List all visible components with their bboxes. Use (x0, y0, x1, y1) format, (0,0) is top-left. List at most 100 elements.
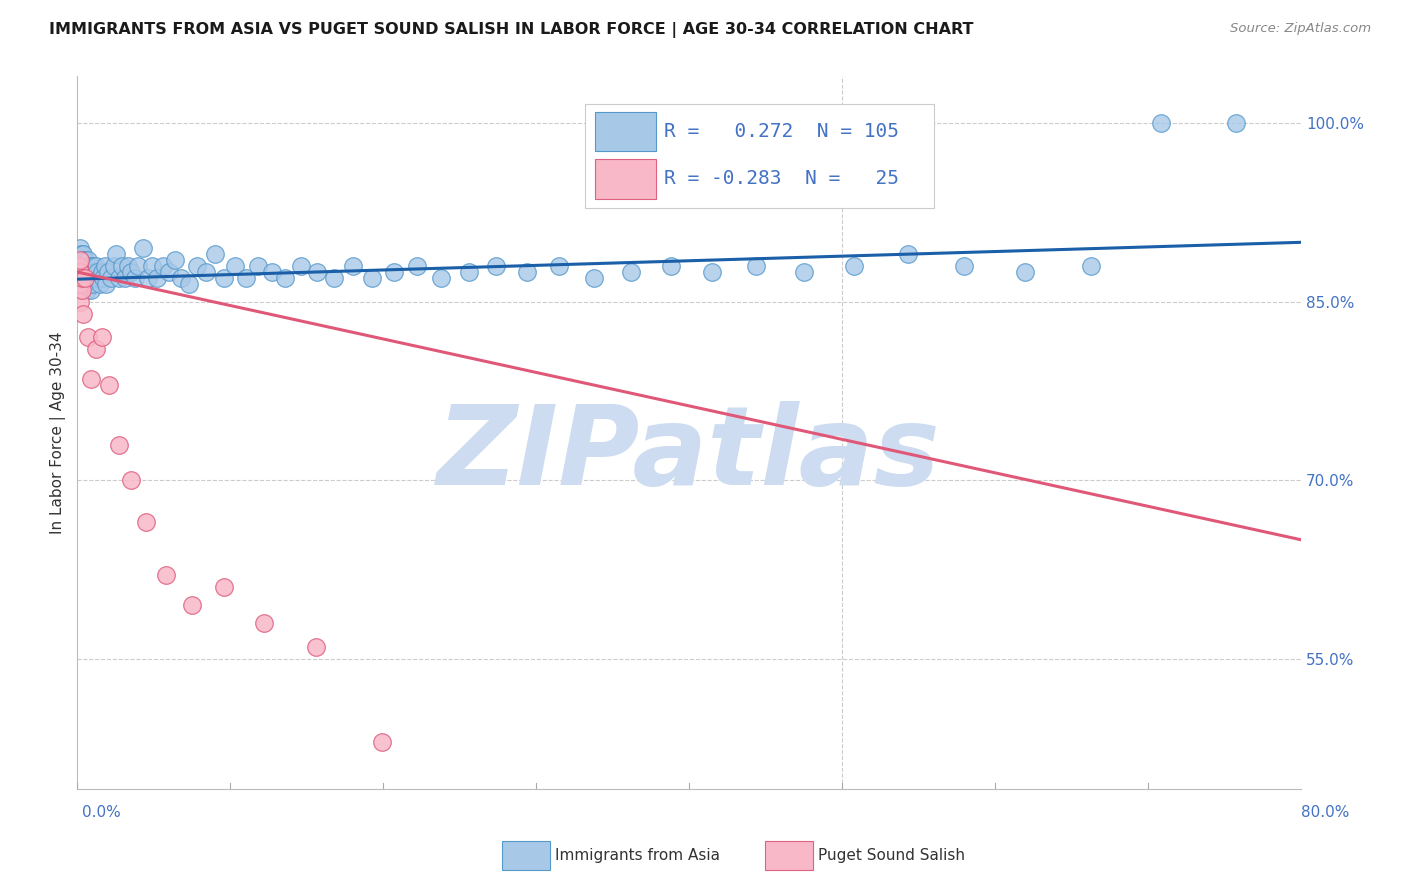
FancyBboxPatch shape (595, 112, 657, 152)
Point (305, 640, 328, 654)
Point (124, 271, 146, 285)
Text: ZIPatlas: ZIPatlas (437, 401, 941, 508)
Point (152, 259, 174, 273)
FancyBboxPatch shape (585, 104, 934, 208)
Point (67, 259, 90, 273)
Point (77, 277, 100, 291)
Point (157, 265, 180, 279)
Point (897, 247, 920, 261)
Text: IMMIGRANTS FROM ASIA VS PUGET SOUND SALISH IN LABOR FORCE | AGE 30-34 CORRELATIO: IMMIGRANTS FROM ASIA VS PUGET SOUND SALI… (49, 22, 974, 38)
Text: Immigrants from Asia: Immigrants from Asia (555, 848, 720, 863)
Point (128, 259, 150, 273)
Text: Puget Sound Salish: Puget Sound Salish (818, 848, 966, 863)
Point (67, 271, 90, 285)
Point (793, 265, 815, 279)
Point (84, 259, 107, 273)
Y-axis label: In Labor Force | Age 30-34: In Labor Force | Age 30-34 (51, 331, 66, 534)
Point (212, 271, 235, 285)
Point (82, 277, 104, 291)
Point (69, 294, 91, 309)
Point (104, 247, 127, 261)
Point (177, 277, 200, 291)
Text: R =   0.272  N = 105: R = 0.272 N = 105 (665, 122, 900, 141)
Point (745, 259, 768, 273)
Point (70, 283, 93, 297)
Point (132, 241, 155, 255)
Text: 80.0%: 80.0% (1302, 805, 1350, 820)
Point (170, 271, 193, 285)
Point (87, 271, 110, 285)
Point (1080, 259, 1102, 273)
Point (79, 277, 101, 291)
Point (1014, 265, 1036, 279)
Point (69, 271, 91, 285)
Point (342, 259, 364, 273)
Point (253, 615, 276, 630)
Point (77, 330, 100, 344)
Point (70, 271, 93, 285)
Point (1150, 116, 1173, 130)
Point (82, 259, 104, 273)
Point (382, 265, 405, 279)
Point (97, 265, 120, 279)
Point (73, 277, 96, 291)
Point (70, 283, 93, 297)
Point (107, 271, 129, 285)
Point (76, 283, 98, 297)
Point (73, 259, 96, 273)
Point (155, 568, 177, 582)
Point (76, 259, 98, 273)
Point (430, 271, 453, 285)
Point (69, 277, 91, 291)
Point (224, 259, 246, 273)
Point (120, 265, 142, 279)
Point (370, 735, 392, 749)
Point (86, 265, 108, 279)
Point (67, 271, 90, 285)
Point (69, 283, 91, 297)
Point (457, 265, 479, 279)
Point (84, 271, 107, 285)
Point (69, 241, 91, 255)
Point (69, 253, 91, 268)
Point (620, 265, 643, 279)
Text: 0.0%: 0.0% (82, 805, 121, 820)
Point (361, 271, 384, 285)
Point (111, 259, 134, 273)
Point (516, 265, 538, 279)
Point (120, 473, 142, 487)
Point (583, 271, 606, 285)
Point (70, 253, 93, 268)
Point (80, 372, 103, 386)
Point (72, 277, 94, 291)
Point (72, 247, 94, 261)
Point (73, 271, 96, 285)
Point (67, 247, 90, 261)
Point (91, 271, 114, 285)
Point (70, 247, 93, 261)
Point (67, 283, 90, 297)
Point (89, 277, 111, 291)
Point (90, 265, 112, 279)
Point (94, 259, 117, 273)
Point (204, 247, 226, 261)
Point (117, 259, 139, 273)
FancyBboxPatch shape (595, 159, 657, 199)
Point (290, 259, 312, 273)
Point (181, 598, 204, 612)
Point (146, 271, 169, 285)
Point (141, 259, 163, 273)
Point (83, 265, 105, 279)
Point (84, 343, 107, 357)
Point (194, 265, 217, 279)
Point (76, 271, 98, 285)
Text: Source: ZipAtlas.com: Source: ZipAtlas.com (1230, 22, 1371, 36)
Point (186, 259, 208, 273)
Point (72, 259, 94, 273)
Point (79, 259, 101, 273)
Point (246, 259, 269, 273)
Point (485, 259, 508, 273)
Point (842, 259, 865, 273)
Point (307, 265, 329, 279)
Point (70, 277, 93, 291)
